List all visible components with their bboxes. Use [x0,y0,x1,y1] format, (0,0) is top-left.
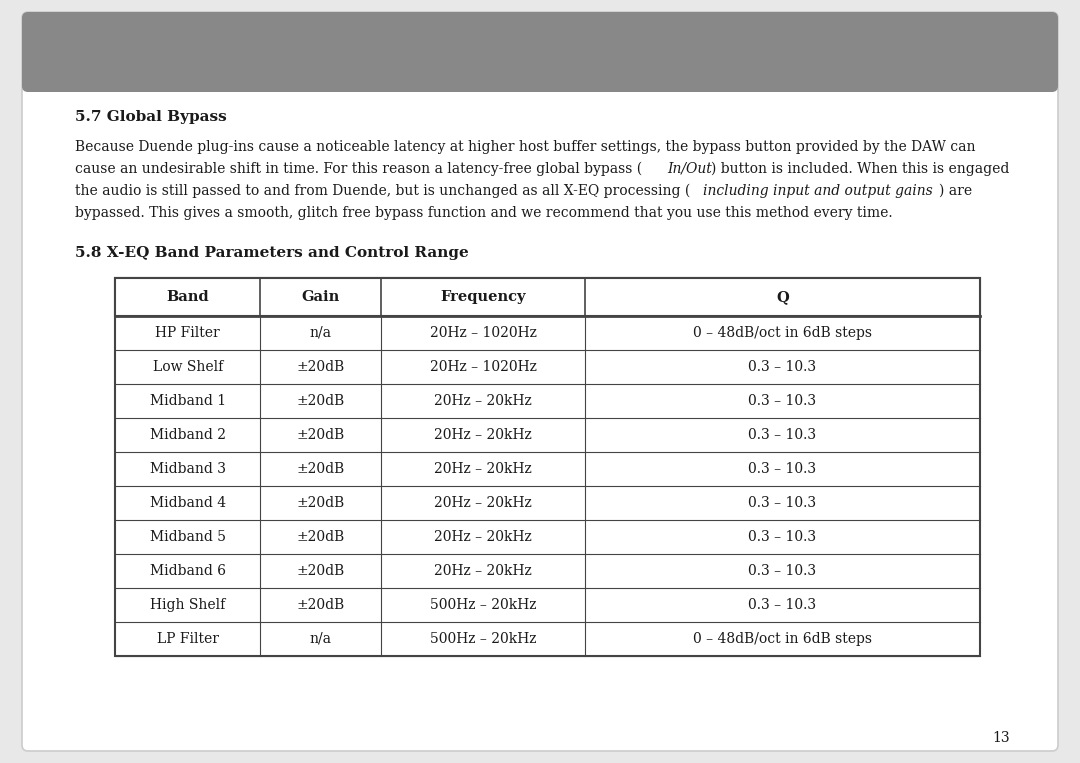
Text: 20Hz – 20kHz: 20Hz – 20kHz [434,496,532,510]
Text: 0.3 – 10.3: 0.3 – 10.3 [748,564,816,578]
Text: 500Hz – 20kHz: 500Hz – 20kHz [430,598,537,612]
Text: ±20dB: ±20dB [297,428,345,442]
Text: 500Hz – 20kHz: 500Hz – 20kHz [430,632,537,646]
Text: n/a: n/a [310,632,332,646]
Text: ) are: ) are [940,184,972,198]
Text: LP Filter: LP Filter [157,632,218,646]
Text: 5.8 X-EQ Band Parameters and Control Range: 5.8 X-EQ Band Parameters and Control Ran… [75,246,469,260]
Text: bypassed. This gives a smooth, glitch free bypass function and we recommend that: bypassed. This gives a smooth, glitch fr… [75,206,893,220]
Text: Band: Band [166,290,208,304]
Text: ±20dB: ±20dB [297,496,345,510]
Text: 0.3 – 10.3: 0.3 – 10.3 [748,530,816,544]
Text: 20Hz – 20kHz: 20Hz – 20kHz [434,428,532,442]
Text: ±20dB: ±20dB [297,564,345,578]
Bar [28,48,1052,86]
Text: 20Hz – 20kHz: 20Hz – 20kHz [434,564,532,578]
Text: ±20dB: ±20dB [297,598,345,612]
Text: Midband 5: Midband 5 [150,530,226,544]
Text: 0.3 – 10.3: 0.3 – 10.3 [748,496,816,510]
Text: Midband 2: Midband 2 [150,428,226,442]
Text: 0.3 – 10.3: 0.3 – 10.3 [748,462,816,476]
FancyBboxPatch shape [22,12,1058,751]
Text: Gain: Gain [301,290,340,304]
Text: Midband 1: Midband 1 [150,394,226,408]
Text: HP Filter: HP Filter [156,326,220,340]
Text: n/a: n/a [310,326,332,340]
Text: 0 – 48dB/oct in 6dB steps: 0 – 48dB/oct in 6dB steps [693,632,872,646]
Bar [114,278,980,656]
Text: High Shelf: High Shelf [150,598,226,612]
Text: Because Duende plug-ins cause a noticeable latency at higher host buffer setting: Because Duende plug-ins cause a noticeab… [75,140,975,154]
Text: 20Hz – 20kHz: 20Hz – 20kHz [434,462,532,476]
Text: the audio is still passed to and from Duende, but is unchanged as all X-EQ proce: the audio is still passed to and from Du… [75,184,690,198]
FancyBboxPatch shape [22,12,1058,92]
Text: 0 – 48dB/oct in 6dB steps: 0 – 48dB/oct in 6dB steps [693,326,872,340]
Text: 0.3 – 10.3: 0.3 – 10.3 [748,394,816,408]
Text: including input and output gains: including input and output gains [703,184,933,198]
Text: ±20dB: ±20dB [297,394,345,408]
Text: 20Hz – 1020Hz: 20Hz – 1020Hz [430,360,537,374]
Text: ±20dB: ±20dB [297,462,345,476]
Text: 5.7 Global Bypass: 5.7 Global Bypass [75,110,227,124]
Text: Midband 4: Midband 4 [150,496,226,510]
Text: Q: Q [775,290,788,304]
Text: ) button is included. When this is engaged: ) button is included. When this is engag… [712,162,1010,176]
Text: 20Hz – 1020Hz: 20Hz – 1020Hz [430,326,537,340]
Text: 0.3 – 10.3: 0.3 – 10.3 [748,598,816,612]
Text: In/Out: In/Out [667,162,712,176]
Text: 20Hz – 20kHz: 20Hz – 20kHz [434,530,532,544]
Text: cause an undesirable shift in time. For this reason a latency-free global bypass: cause an undesirable shift in time. For … [75,162,643,176]
Text: Midband 6: Midband 6 [150,564,226,578]
Text: ±20dB: ±20dB [297,360,345,374]
Text: 20Hz – 20kHz: 20Hz – 20kHz [434,394,532,408]
Text: 13: 13 [993,731,1010,745]
Text: Frequency: Frequency [441,290,526,304]
Text: ±20dB: ±20dB [297,530,345,544]
Bar [114,278,980,316]
Text: Low Shelf: Low Shelf [152,360,222,374]
Text: Midband 3: Midband 3 [150,462,226,476]
Text: 0.3 – 10.3: 0.3 – 10.3 [748,360,816,374]
Text: 0.3 – 10.3: 0.3 – 10.3 [748,428,816,442]
